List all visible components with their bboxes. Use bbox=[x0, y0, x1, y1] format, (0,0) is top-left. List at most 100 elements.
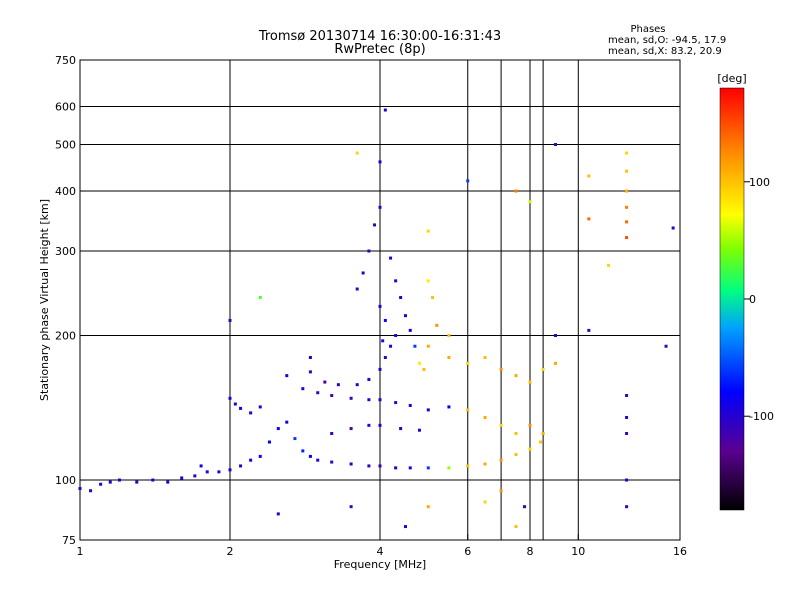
data-point bbox=[514, 453, 518, 457]
data-point bbox=[349, 427, 353, 431]
y-tick-label: 75 bbox=[62, 534, 76, 547]
data-point bbox=[383, 318, 387, 322]
data-point bbox=[426, 279, 430, 283]
data-point bbox=[258, 296, 262, 300]
chart-subtitle: RwPretec (8p) bbox=[334, 42, 425, 57]
data-point bbox=[625, 415, 629, 419]
x-tick-label: 6 bbox=[464, 545, 471, 558]
x-axis-title: Frequency [MHz] bbox=[334, 558, 426, 571]
data-point bbox=[135, 480, 139, 484]
data-point bbox=[367, 377, 371, 381]
x-tick-label: 1 bbox=[77, 545, 84, 558]
data-point bbox=[625, 205, 629, 209]
data-point bbox=[625, 189, 629, 193]
data-point bbox=[625, 220, 629, 224]
data-point bbox=[399, 296, 403, 300]
data-point bbox=[355, 287, 359, 291]
data-point bbox=[323, 380, 327, 384]
data-point bbox=[483, 462, 487, 466]
colorbar: [deg] 100 0 -100 bbox=[717, 72, 774, 511]
data-point bbox=[553, 334, 557, 338]
stats-o-mode: mean, sd,O: -94.5, 17.9 bbox=[608, 35, 726, 46]
y-tick-label: 100 bbox=[55, 474, 76, 487]
data-point bbox=[466, 361, 470, 365]
data-point bbox=[249, 458, 253, 462]
data-point bbox=[625, 432, 629, 436]
data-point bbox=[367, 249, 371, 253]
data-point bbox=[228, 468, 232, 472]
data-point bbox=[228, 318, 232, 322]
data-point bbox=[378, 367, 382, 371]
data-point bbox=[249, 411, 253, 415]
data-point bbox=[373, 223, 377, 227]
data-point bbox=[258, 454, 262, 458]
x-tick-label: 16 bbox=[673, 545, 687, 558]
data-point bbox=[394, 401, 398, 405]
data-point bbox=[349, 396, 353, 400]
data-point bbox=[431, 296, 435, 300]
data-point bbox=[330, 432, 334, 436]
data-point bbox=[539, 440, 543, 444]
data-point bbox=[330, 394, 334, 398]
y-tick-label: 200 bbox=[55, 330, 76, 343]
data-point bbox=[422, 367, 426, 371]
data-point bbox=[378, 304, 382, 308]
data-point bbox=[625, 236, 629, 240]
data-point bbox=[426, 505, 430, 509]
data-point bbox=[99, 482, 103, 486]
data-point bbox=[378, 464, 382, 468]
data-point bbox=[426, 408, 430, 412]
data-point bbox=[378, 160, 382, 164]
data-point bbox=[447, 466, 451, 470]
data-point bbox=[447, 355, 451, 359]
data-point bbox=[389, 344, 393, 348]
data-point bbox=[381, 339, 385, 343]
data-point bbox=[426, 466, 430, 470]
data-point bbox=[383, 108, 387, 112]
data-point bbox=[285, 374, 289, 378]
colorbar-tick-label: 0 bbox=[749, 293, 756, 306]
data-point bbox=[394, 334, 398, 338]
data-point bbox=[239, 406, 243, 410]
data-point bbox=[528, 423, 532, 427]
data-point bbox=[587, 174, 591, 178]
data-point bbox=[193, 474, 197, 478]
data-point bbox=[361, 271, 365, 275]
x-tick-label: 2 bbox=[227, 545, 234, 558]
data-point bbox=[378, 205, 382, 209]
data-point bbox=[117, 478, 121, 482]
data-point bbox=[367, 423, 371, 427]
data-point bbox=[553, 143, 557, 147]
data-point bbox=[293, 437, 297, 441]
data-point bbox=[349, 462, 353, 466]
plot-area: 1 2 4 6 8 10 16 75 100 200 300 400 500 600 750 bbox=[55, 54, 687, 558]
data-point bbox=[399, 427, 403, 431]
colorbar-gradient bbox=[719, 87, 745, 511]
data-point bbox=[541, 432, 545, 436]
data-point bbox=[108, 480, 112, 484]
data-point bbox=[483, 355, 487, 359]
data-point bbox=[301, 387, 305, 391]
data-point bbox=[417, 428, 421, 432]
data-point bbox=[378, 398, 382, 402]
data-point bbox=[78, 487, 82, 491]
data-point bbox=[389, 256, 393, 260]
data-point bbox=[403, 314, 407, 318]
data-point bbox=[625, 169, 629, 173]
data-point bbox=[308, 355, 312, 359]
data-point bbox=[671, 226, 675, 230]
x-tick-label: 4 bbox=[377, 545, 384, 558]
y-tick-label: 750 bbox=[55, 54, 76, 67]
data-point bbox=[267, 440, 271, 444]
data-point bbox=[417, 361, 421, 365]
chart-title: Tromsø 20130714 16:30:00-16:31:43 bbox=[258, 29, 501, 44]
data-point bbox=[285, 420, 289, 424]
y-axis-title: Stationary phase Virtual Height [km] bbox=[38, 199, 51, 401]
data-point bbox=[276, 512, 280, 516]
data-point bbox=[239, 464, 243, 468]
data-point bbox=[528, 200, 532, 204]
data-point bbox=[514, 374, 518, 378]
data-point bbox=[625, 151, 629, 155]
colorbar-tick-label: 100 bbox=[749, 176, 770, 189]
